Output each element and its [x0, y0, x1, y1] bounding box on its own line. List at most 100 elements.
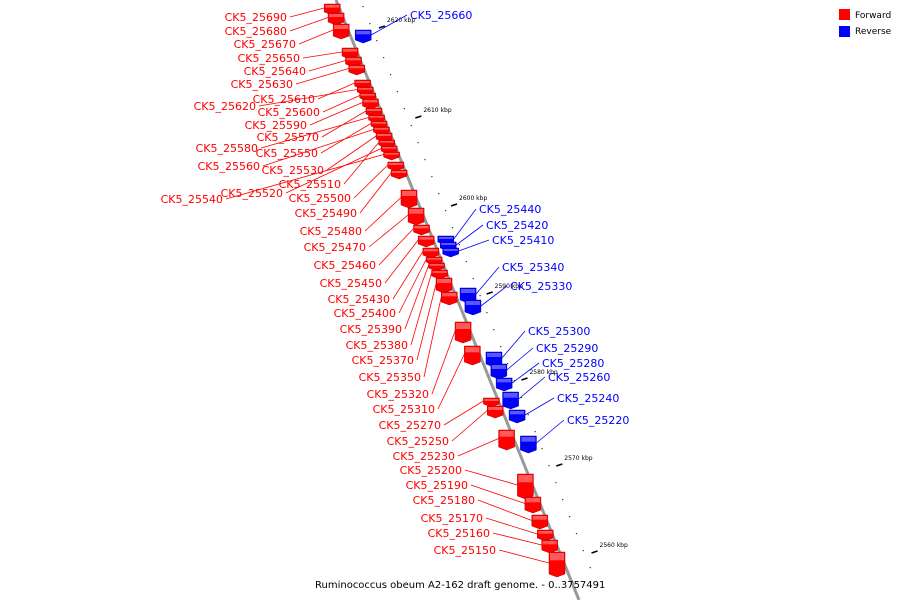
forward-gene-CK5_25490[interactable]	[390, 169, 408, 180]
reverse-gene-label: CK5_25420	[486, 219, 548, 232]
reverse-gene-label: CK5_25220	[567, 414, 629, 427]
reverse-gene-label: CK5_25280	[542, 357, 604, 370]
forward-gene-CK5_25630[interactable]	[348, 64, 365, 76]
kbp-tick	[415, 115, 422, 119]
position-dot	[465, 261, 467, 263]
position-dot	[389, 74, 392, 76]
forward-gene-CK5_25230[interactable]	[498, 429, 515, 451]
position-dot	[486, 312, 488, 314]
position-dot	[589, 567, 591, 569]
reverse-gene-CK5_25660[interactable]	[354, 29, 372, 44]
forward-gene-CK5_25370[interactable]	[435, 277, 453, 294]
position-dot	[445, 210, 447, 212]
forward-gene-CK5_25670[interactable]	[332, 23, 350, 40]
legend-reverse-label: Reverse	[855, 27, 892, 37]
position-dot	[417, 142, 419, 144]
reverse-gene-CK5_25260[interactable]	[502, 391, 519, 410]
forward-gene-CK5_25190[interactable]	[524, 496, 542, 514]
kbp-tick	[556, 463, 563, 467]
forward-gene-label: CK5_25670	[234, 38, 296, 51]
forward-gene-CK5_25320[interactable]	[454, 321, 472, 344]
position-dot	[396, 91, 399, 93]
reverse-gene-label: CK5_25410	[492, 234, 554, 247]
forward-gene-CK5_25250[interactable]	[487, 405, 504, 419]
forward-gene-label: CK5_25430	[328, 293, 390, 306]
reverse-gene-CK5_25280[interactable]	[495, 377, 513, 392]
reverse-gene-label: CK5_25240	[557, 392, 619, 405]
position-dot	[431, 176, 433, 178]
forward-gene-CK5_25680[interactable]	[327, 12, 345, 26]
kbp-label: 2610 kbp	[423, 107, 451, 114]
forward-gene-label: CK5_25160	[428, 527, 490, 540]
forward-gene-CK5_25380[interactable]	[431, 269, 448, 280]
forward-gene-label: CK5_25540	[161, 193, 223, 206]
forward-gene-label: CK5_25310	[373, 403, 435, 416]
forward-gene-label: CK5_25560	[198, 160, 260, 173]
forward-gene-CK5_25310[interactable]	[464, 345, 481, 366]
forward-gene-CK5_25430[interactable]	[422, 247, 440, 259]
forward-gene-label: CK5_25170	[421, 512, 483, 525]
forward-gene-CK5_25480[interactable]	[400, 189, 418, 209]
forward-gene-CK5_25500[interactable]	[387, 161, 405, 172]
position-dot	[438, 193, 440, 195]
forward-gene-CK5_25460[interactable]	[413, 224, 430, 236]
position-dot	[500, 346, 502, 348]
legend: Forward Reverse	[839, 9, 892, 37]
kbp-label: 2560 kbp	[600, 542, 628, 549]
position-dot	[582, 550, 584, 552]
position-dot	[520, 397, 522, 399]
kbp-tick	[450, 203, 458, 207]
forward-gene-CK5_25160[interactable]	[541, 539, 558, 554]
forward-gene-CK5_25450[interactable]	[417, 235, 435, 248]
forward-gene-label: CK5_25640	[244, 65, 306, 78]
forward-gene-CK5_25390[interactable]	[428, 262, 445, 272]
forward-gene-label: CK5_25190	[406, 479, 468, 492]
forward-gene-CK5_25540[interactable]	[383, 151, 400, 161]
forward-gene-label: CK5_25450	[320, 277, 382, 290]
forward-gene-label: CK5_25270	[379, 419, 441, 432]
reverse-gene-CK5_25290[interactable]	[490, 363, 508, 380]
gene-glyphs	[323, 3, 566, 578]
kbp-markers: 2620 kbp 2610 kbp 2600 kbp 2590 kbp 2580 kbp…	[378, 17, 628, 554]
forward-gene-CK5_25180[interactable]	[531, 514, 549, 530]
forward-gene-label: CK5_25550	[256, 147, 318, 160]
forward-gene-label: CK5_25520	[221, 187, 283, 200]
forward-gene-label: CK5_25400	[334, 307, 396, 320]
forward-gene-CK5_25590[interactable]	[362, 98, 379, 110]
forward-gene-label: CK5_25350	[359, 371, 421, 384]
position-dot	[575, 533, 578, 535]
forward-gene-CK5_25170[interactable]	[537, 529, 554, 542]
forward-gene-CK5_25470[interactable]	[407, 207, 425, 226]
reverse-gene-label: CK5_25330	[510, 280, 572, 293]
position-dot	[527, 414, 529, 416]
reverse-gene-CK5_25240[interactable]	[508, 409, 526, 424]
forward-gene-CK5_25200[interactable]	[517, 473, 534, 500]
forward-gene-label: CK5_25180	[413, 494, 475, 507]
reverse-gene-CK5_25410[interactable]	[442, 247, 459, 258]
forward-gene-label: CK5_25650	[238, 52, 300, 65]
reverse-gene-label: CK5_25340	[502, 261, 564, 274]
forward-gene-CK5_25270[interactable]	[483, 397, 500, 408]
reverse-gene-CK5_25330[interactable]	[464, 299, 482, 316]
forward-gene-label: CK5_25390	[340, 323, 402, 336]
genome-caption: Ruminococcus obeum A2-162 draft genome. …	[315, 580, 605, 591]
forward-gene-label: CK5_25620	[194, 100, 256, 113]
position-dot	[479, 295, 481, 297]
position-dot	[555, 482, 557, 484]
forward-gene-label: CK5_25150	[434, 544, 496, 557]
forward-gene-label: CK5_25590	[245, 119, 307, 132]
kbp-label: 2590 kbp	[495, 283, 523, 290]
reverse-gene-CK5_25220[interactable]	[520, 435, 537, 454]
forward-gene-CK5_25350[interactable]	[441, 291, 458, 306]
forward-gene-label: CK5_25680	[225, 25, 287, 38]
position-dot	[568, 516, 571, 518]
position-dot	[534, 431, 536, 433]
forward-gene-label: CK5_25610	[253, 93, 315, 106]
position-dot	[362, 6, 364, 8]
kbp-tick	[591, 550, 598, 554]
position-dot	[376, 40, 378, 42]
kbp-label: 2580 kbp	[529, 369, 557, 376]
position-dot	[548, 465, 550, 467]
forward-gene-CK5_25150[interactable]	[548, 551, 566, 578]
forward-gene-label: CK5_25250	[387, 435, 449, 448]
